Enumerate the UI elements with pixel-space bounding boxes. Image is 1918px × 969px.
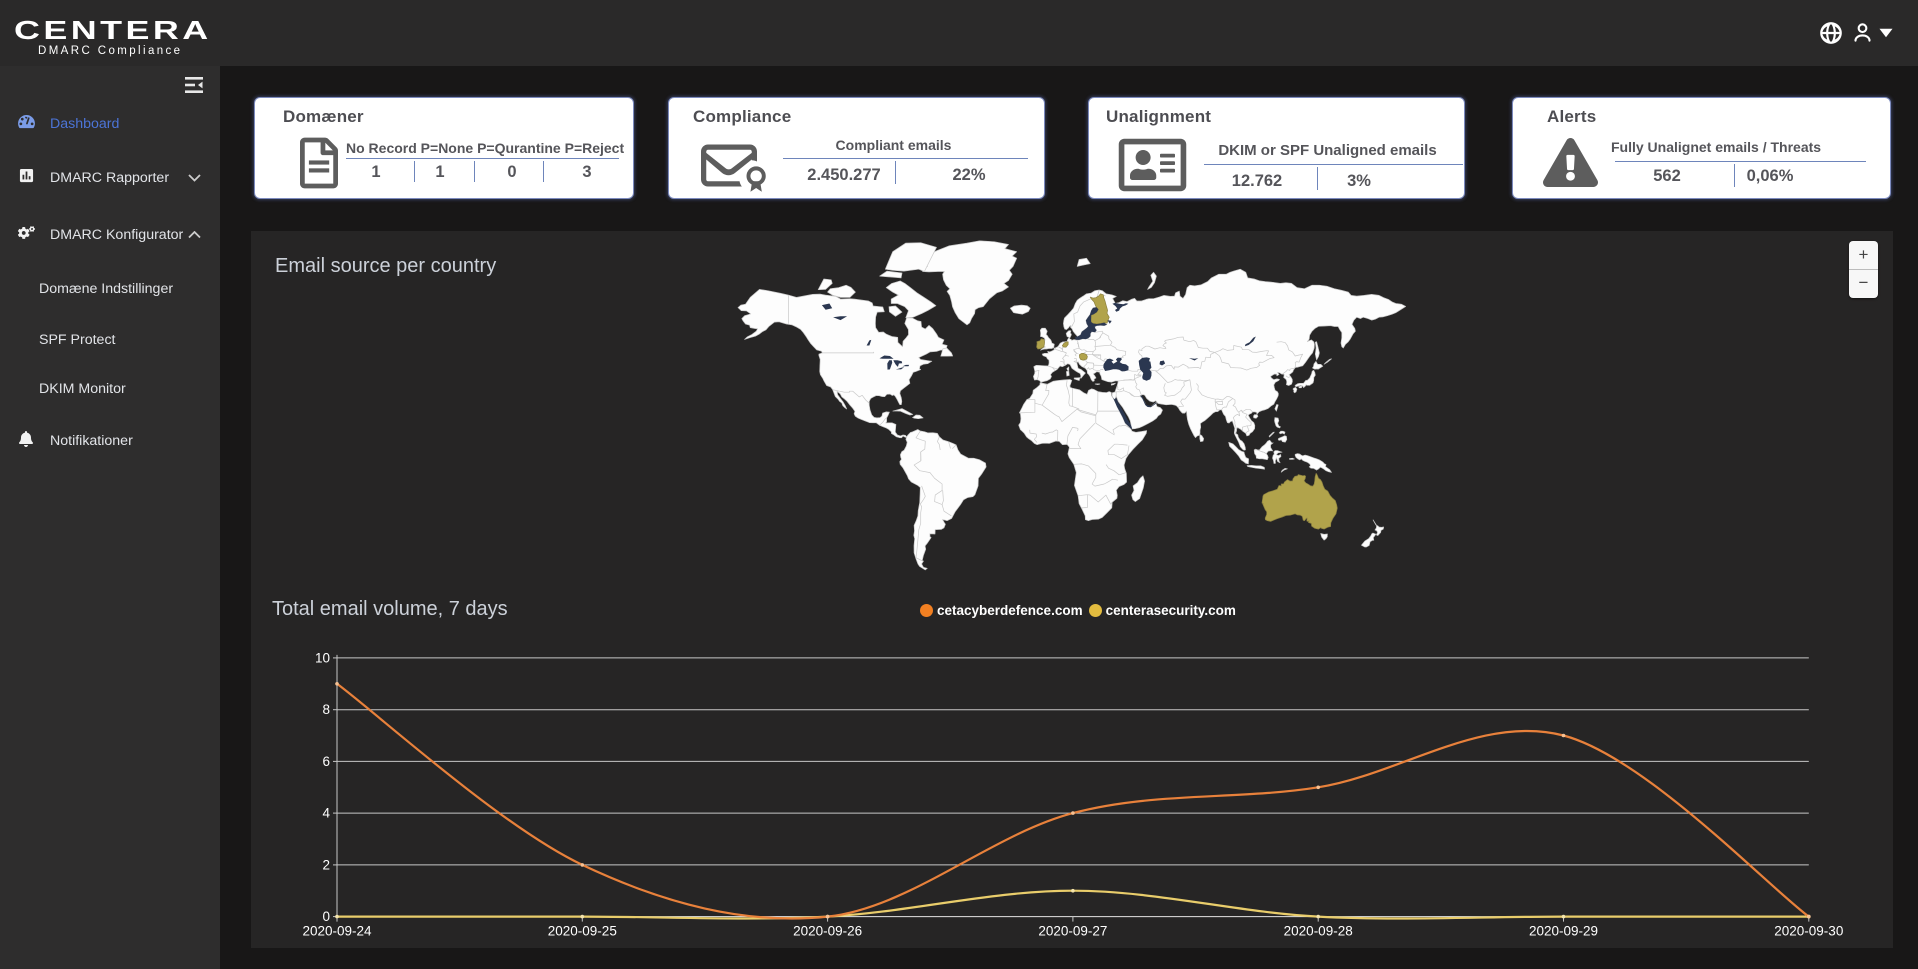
svg-text:8: 8	[322, 702, 330, 717]
svg-text:2020-09-25: 2020-09-25	[548, 924, 617, 939]
svg-text:2020-09-29: 2020-09-29	[1529, 924, 1598, 939]
svg-text:2: 2	[322, 857, 330, 872]
svg-text:2020-09-24: 2020-09-24	[302, 924, 372, 939]
svg-text:6: 6	[322, 754, 330, 769]
svg-text:2020-09-28: 2020-09-28	[1284, 924, 1353, 939]
svg-text:2020-09-27: 2020-09-27	[1038, 924, 1107, 939]
svg-text:2020-09-26: 2020-09-26	[793, 924, 862, 939]
svg-text:4: 4	[322, 806, 330, 821]
svg-text:10: 10	[315, 650, 330, 665]
svg-text:2020-09-30: 2020-09-30	[1774, 924, 1843, 939]
svg-text:0: 0	[322, 909, 330, 924]
